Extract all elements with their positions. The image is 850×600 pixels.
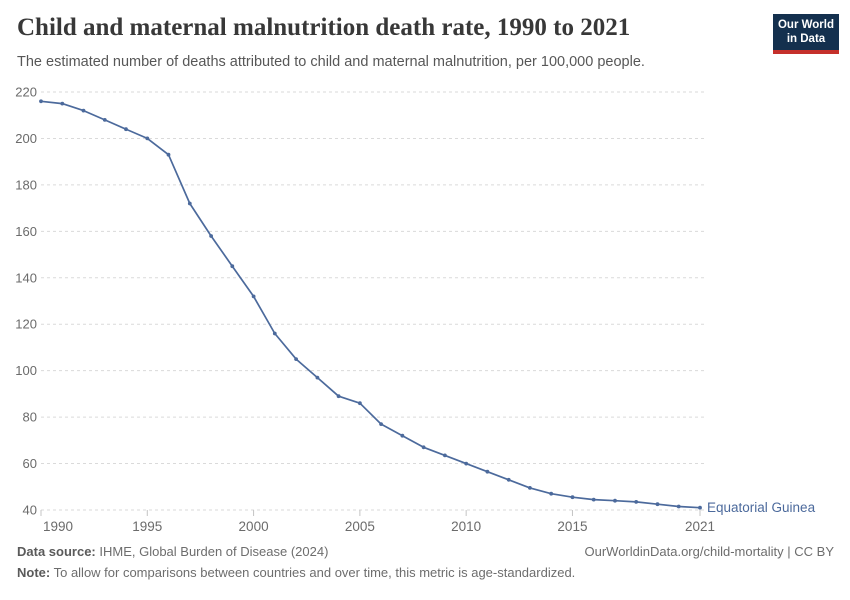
data-point-1995 <box>145 136 150 141</box>
y-tick-label-60: 60 <box>23 456 37 471</box>
data-point-2007 <box>400 433 405 438</box>
data-point-1990 <box>39 99 43 104</box>
entity-label: Equatorial Guinea <box>707 500 816 515</box>
data-point-2005 <box>358 401 362 406</box>
data-source: Data source: IHME, Global Burden of Dise… <box>17 544 329 559</box>
chart-title: Child and maternal malnutrition death ra… <box>17 14 631 41</box>
data-point-2009 <box>443 453 447 458</box>
x-tick-label-1995: 1995 <box>132 519 162 534</box>
data-point-2020 <box>676 504 681 509</box>
series-line-Equatorial Guinea <box>40 100 701 509</box>
data-point-2002 <box>294 357 298 361</box>
owid-logo-text: Our World in Data <box>773 14 839 50</box>
data-point-2013 <box>528 486 532 490</box>
data-point-2021 <box>698 505 702 510</box>
x-tick-label-2015: 2015 <box>557 519 587 534</box>
data-point-2017 <box>613 498 617 503</box>
data-point-2014 <box>549 491 554 496</box>
chart-footer: Data source: IHME, Global Burden of Dise… <box>17 541 834 584</box>
data-point-1994 <box>124 127 128 132</box>
data-point-2000 <box>251 294 256 299</box>
chart-subtitle: The estimated number of deaths attribute… <box>17 54 645 70</box>
x-tick-label-1990: 1990 <box>43 519 73 534</box>
y-tick-label-140: 140 <box>15 270 37 285</box>
owid-url-link[interactable]: OurWorldinData.org/child-mortality | CC … <box>584 544 835 559</box>
x-tick-label-2005: 2005 <box>345 519 375 534</box>
data-point-2006 <box>379 422 383 426</box>
data-point-2016 <box>591 497 596 502</box>
data-point-2018 <box>634 500 639 504</box>
data-point-2015 <box>570 495 575 500</box>
y-tick-label-100: 100 <box>15 363 37 378</box>
data-point-1998 <box>209 234 214 238</box>
y-tick-label-160: 160 <box>15 224 37 239</box>
owid-logo-redbar <box>773 49 839 54</box>
x-tick-label-2010: 2010 <box>451 519 481 534</box>
owid-logo[interactable]: Our World in Data <box>773 14 839 54</box>
data-point-1997 <box>187 201 192 206</box>
data-point-2001 <box>272 331 277 336</box>
data-point-2011 <box>485 469 490 474</box>
data-point-2019 <box>655 502 660 507</box>
y-tick-label-200: 200 <box>15 131 37 146</box>
x-tick-label-2000: 2000 <box>239 519 269 534</box>
data-point-2010 <box>464 461 469 466</box>
data-point-2008 <box>421 445 426 450</box>
data-point-1996 <box>166 152 171 157</box>
y-tick-label-220: 220 <box>15 85 37 100</box>
data-point-2012 <box>506 477 511 482</box>
data-point-2004 <box>336 394 341 399</box>
data-point-1991 <box>60 101 65 106</box>
y-tick-label-120: 120 <box>15 317 37 332</box>
data-point-2003 <box>315 375 320 380</box>
y-tick-label-180: 180 <box>15 177 37 192</box>
y-tick-label-40: 40 <box>23 503 37 518</box>
x-tick-label-2021: 2021 <box>685 519 715 534</box>
data-point-1999 <box>230 264 235 269</box>
y-tick-label-80: 80 <box>23 410 37 425</box>
data-point-1993 <box>102 118 107 122</box>
chart-note: Note: To allow for comparisons between c… <box>17 565 576 581</box>
data-point-1992 <box>81 108 86 113</box>
